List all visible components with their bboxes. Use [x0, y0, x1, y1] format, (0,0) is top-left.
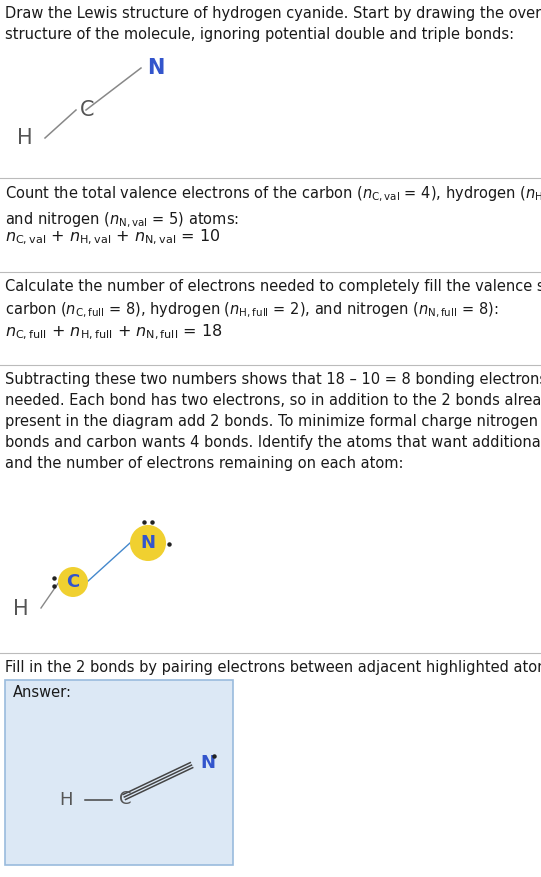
Circle shape	[130, 525, 166, 561]
Text: N: N	[141, 534, 155, 552]
Text: H: H	[60, 791, 73, 809]
Text: H: H	[14, 599, 29, 619]
Text: C: C	[80, 100, 95, 120]
Text: H: H	[17, 128, 33, 148]
FancyBboxPatch shape	[5, 680, 233, 865]
Text: N: N	[147, 58, 164, 78]
Text: N: N	[200, 754, 215, 772]
Text: Fill in the 2 bonds by pairing electrons between adjacent highlighted atoms:: Fill in the 2 bonds by pairing electrons…	[5, 660, 541, 675]
Text: Count the total valence electrons of the carbon ($n_\mathregular{C,val}$ = 4), h: Count the total valence electrons of the…	[5, 185, 541, 231]
Text: Draw the Lewis structure of hydrogen cyanide. Start by drawing the overall
struc: Draw the Lewis structure of hydrogen cya…	[5, 6, 541, 42]
Text: $\it{n}_\mathregular{C,full}$ + $\it{n}_\mathregular{H,full}$ + $\it{n}_\mathreg: $\it{n}_\mathregular{C,full}$ + $\it{n}_…	[5, 323, 222, 342]
Text: Calculate the number of electrons needed to completely fill the valence shells f: Calculate the number of electrons needed…	[5, 279, 541, 320]
Text: C: C	[67, 573, 80, 591]
Text: C: C	[119, 790, 131, 808]
Text: $\it{n}_\mathregular{C,val}$ + $\it{n}_\mathregular{H,val}$ + $\it{n}_\mathregul: $\it{n}_\mathregular{C,val}$ + $\it{n}_\…	[5, 228, 220, 247]
Text: Subtracting these two numbers shows that 18 – 10 = 8 bonding electrons are
neede: Subtracting these two numbers shows that…	[5, 372, 541, 471]
Text: Answer:: Answer:	[13, 685, 72, 700]
Circle shape	[58, 567, 88, 597]
